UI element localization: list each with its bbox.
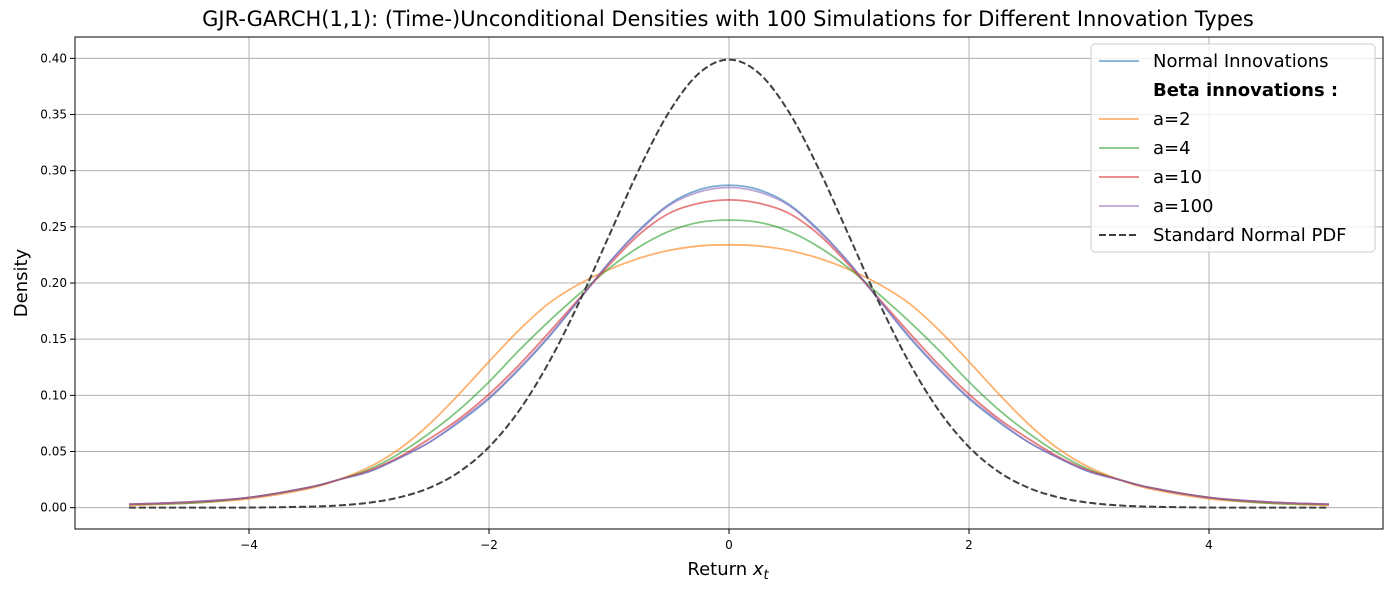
- legend-label-standard-normal-pdf: Standard Normal PDF: [1153, 225, 1347, 246]
- x-axis-label-subscript: t: [764, 568, 770, 583]
- y-tick-label: 0.05: [40, 444, 67, 458]
- y-axis-label: Density: [11, 248, 32, 317]
- legend-label-a-2: a=2: [1153, 109, 1191, 130]
- x-tick-label: −2: [480, 538, 498, 552]
- y-tick-label: 0.30: [40, 164, 67, 178]
- x-axis-ticks: −4 −2 0 2 4: [240, 529, 1213, 552]
- y-tick-label: 0.20: [40, 276, 67, 290]
- x-axis-label-main: Return: [687, 559, 752, 580]
- y-tick-label: 0.15: [40, 332, 67, 346]
- legend: Normal Innovations Beta innovations : a=2 a…: [1090, 43, 1376, 253]
- series-lines: [128, 58, 1330, 509]
- y-tick-label: 0.25: [40, 220, 67, 234]
- series-line-standard-normal-pdf: [128, 58, 1330, 509]
- x-tick-label: 0: [725, 538, 733, 552]
- x-tick-label: 4: [1205, 538, 1213, 552]
- legend-header: Beta innovations :: [1153, 80, 1338, 101]
- y-tick-label: 0.00: [40, 501, 67, 515]
- series-line-a-4: [128, 219, 1330, 506]
- chart-title: GJR-GARCH(1,1): (Time-)Unconditional Den…: [202, 7, 1254, 31]
- y-tick-label: 0.40: [40, 51, 67, 65]
- x-tick-label: 2: [965, 538, 973, 552]
- legend-label-normal-innovations: Normal Innovations: [1153, 51, 1329, 72]
- y-tick-label: 0.35: [40, 108, 67, 122]
- legend-label-a-4: a=4: [1153, 138, 1191, 159]
- legend-label-a-10: a=10: [1153, 167, 1202, 188]
- x-axis-label-variable: x: [752, 559, 764, 580]
- legend-label-a-100: a=100: [1153, 196, 1213, 217]
- y-tick-label: 0.10: [40, 388, 67, 402]
- x-tick-label: −4: [240, 538, 258, 552]
- x-axis-label: Return xt: [687, 559, 769, 583]
- legend-box: [1090, 43, 1376, 253]
- series-line-a-100: [128, 186, 1330, 506]
- y-axis-ticks: 0.00 0.05 0.10 0.15 0.20 0.25 0.30 0.35 0.40: [40, 51, 75, 515]
- series-line-a-2: [128, 243, 1330, 507]
